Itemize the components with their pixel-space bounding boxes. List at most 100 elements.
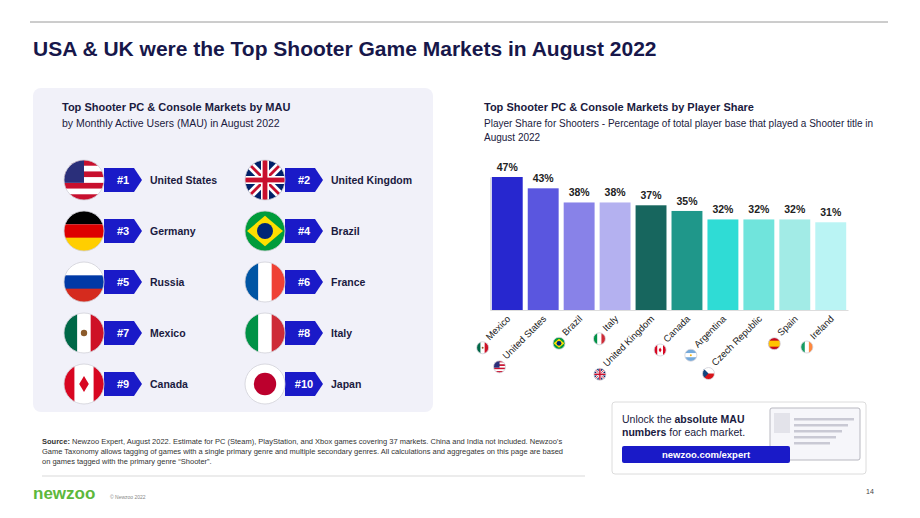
bar	[779, 219, 810, 310]
flag-part	[245, 160, 285, 200]
x-tick-label: Mexico	[483, 313, 512, 342]
chart: MexicoUnited StatesBrazilItalyUnited Kin…	[477, 161, 849, 380]
x-tick-label: United States	[500, 313, 548, 361]
bar	[743, 219, 774, 310]
page-title: USA & UK were the Top Shooter Game Marke…	[33, 37, 657, 61]
flag-part	[245, 211, 285, 251]
rank-badge	[285, 270, 323, 294]
rank-country: Canada	[150, 378, 188, 390]
flag	[64, 313, 104, 353]
flag-border	[245, 313, 285, 353]
flag-part	[64, 224, 104, 238]
flag-part	[594, 368, 606, 380]
flag-part	[272, 262, 286, 302]
flag-part	[245, 262, 258, 302]
chart-title: Top Shooter PC & Console Markets by Play…	[484, 101, 754, 113]
ranking-subtitle: by Monthly Active Users (MAU) in August …	[62, 117, 280, 129]
flag-part	[557, 341, 562, 346]
flag-part	[553, 337, 565, 349]
y-axis	[490, 178, 491, 311]
ranking-item: #1United States	[64, 160, 217, 200]
rank-country: Japan	[331, 378, 361, 390]
flag-border	[245, 262, 285, 302]
ranking-item: #7Mexico	[64, 313, 186, 353]
rank-badge	[104, 219, 142, 243]
flag-part	[554, 339, 565, 348]
flag-border	[245, 211, 285, 251]
rank-badge	[104, 270, 142, 294]
bar	[564, 202, 595, 310]
promo-box	[612, 402, 866, 474]
flag	[245, 211, 285, 251]
flag-part	[247, 216, 283, 246]
x-tick: United States	[494, 310, 549, 373]
chart-subtitle: Player Share for Shooters - Percentage o…	[484, 117, 884, 145]
flag-part	[272, 313, 286, 353]
rank-badge	[104, 321, 142, 345]
flag-border	[64, 160, 104, 200]
part	[672, 413, 675, 425]
bar	[528, 188, 559, 310]
page: #1United States#2United Kingdom#3Germany…	[0, 0, 920, 518]
flag-part	[805, 341, 809, 353]
flag-part	[482, 347, 484, 349]
rank-number: #5	[117, 276, 129, 288]
flag-part	[254, 373, 276, 395]
flag-border	[477, 342, 489, 354]
bar	[707, 219, 738, 310]
data-label: 32%	[748, 203, 770, 215]
data-label: 31%	[820, 206, 842, 218]
flag-part	[654, 344, 666, 356]
flag	[245, 364, 285, 404]
flag-part	[77, 313, 91, 353]
rank-number: #10	[295, 378, 313, 390]
bar	[600, 202, 631, 310]
screenshot-part	[794, 418, 854, 421]
flag-part	[702, 368, 708, 380]
flag-part	[768, 338, 780, 350]
x-tick: United Kingdom	[594, 310, 656, 380]
x-tick: Spain	[768, 310, 800, 350]
copyright: © Newzoo 2022	[110, 494, 146, 500]
ranking-list: #1United States#2United Kingdom#3Germany…	[64, 160, 412, 404]
flag-border	[685, 349, 697, 361]
promo-button-label[interactable]: newzoo.com/expert	[662, 449, 751, 460]
source-label: Source:	[42, 437, 70, 446]
x-tick-label: Italy	[600, 313, 620, 333]
flag	[245, 313, 285, 353]
promo-button[interactable]	[622, 446, 790, 463]
rank-badge	[285, 372, 323, 396]
flag-border	[64, 364, 104, 404]
flag-part	[245, 160, 285, 200]
flag	[64, 211, 104, 251]
flag	[245, 160, 285, 200]
flag-border	[654, 344, 666, 356]
flag-part	[91, 313, 105, 353]
ranking-item: #3Germany	[64, 211, 196, 251]
x-axis: MexicoUnited StatesBrazilItalyUnited Kin…	[477, 310, 849, 380]
screenshot-part	[794, 430, 842, 433]
flag-part	[64, 160, 84, 183]
flag-border	[594, 368, 606, 380]
flag-border	[245, 160, 285, 200]
flag-part	[659, 348, 662, 353]
flag-part	[594, 374, 606, 375]
source-text: Newzoo Expert, August 2022. Estimate for…	[42, 437, 563, 466]
flag-part	[245, 313, 258, 353]
flag	[801, 341, 813, 353]
screenshot-part	[794, 436, 836, 439]
flag-part	[64, 183, 104, 189]
flag-part	[64, 275, 104, 289]
flag-part	[245, 160, 285, 200]
bars	[492, 177, 846, 310]
rank-country: Germany	[150, 225, 196, 237]
flag	[64, 160, 104, 200]
part	[70, 437, 72, 446]
rank-country: Italy	[331, 327, 352, 339]
rank-badge	[285, 321, 323, 345]
flag	[553, 337, 565, 349]
rank-country: United States	[150, 174, 217, 186]
source-note: Source: Newzoo Expert, August 2022. Esti…	[42, 437, 572, 467]
flag	[685, 349, 697, 361]
ranking-item: #6France	[245, 262, 366, 302]
